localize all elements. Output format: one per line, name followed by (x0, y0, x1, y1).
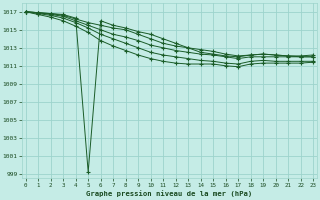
X-axis label: Graphe pression niveau de la mer (hPa): Graphe pression niveau de la mer (hPa) (86, 190, 252, 197)
